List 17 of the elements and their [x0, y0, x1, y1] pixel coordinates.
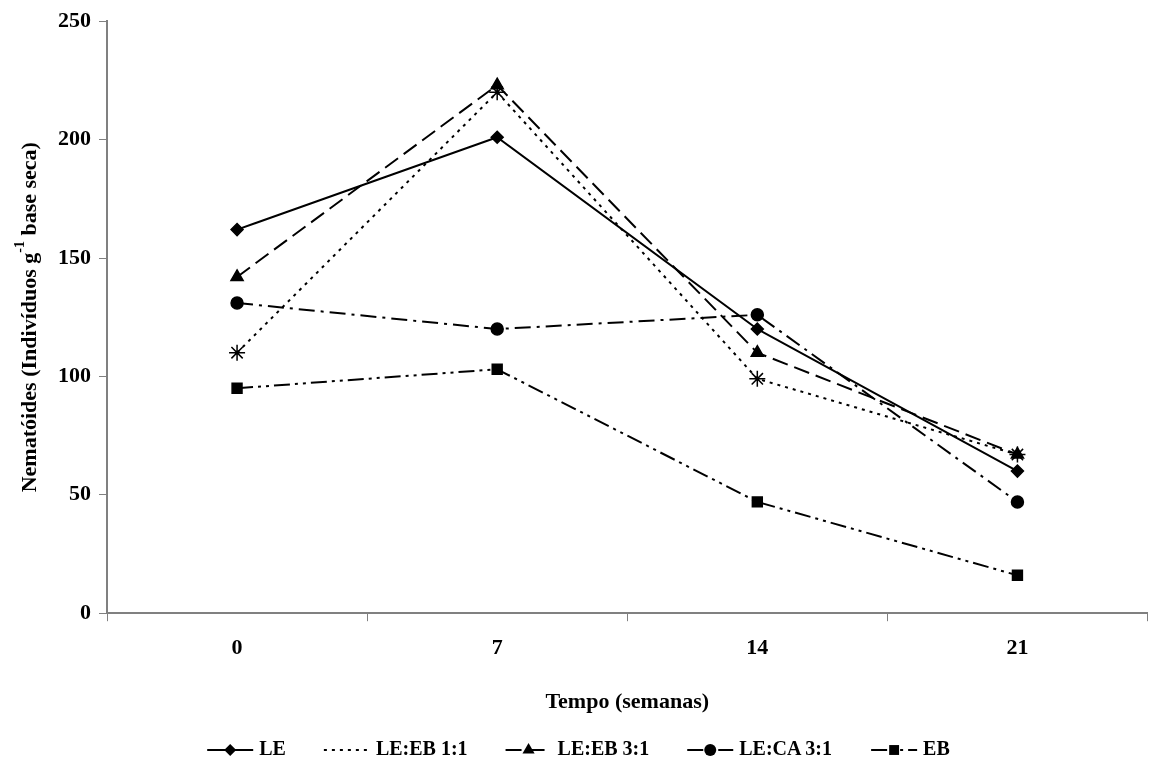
y-tick-label: 150	[58, 243, 91, 269]
legend-label: LE:EB 1:1	[375, 737, 468, 760]
y-tick-label: 50	[69, 480, 91, 506]
legend-label: EB	[923, 737, 950, 760]
x-axis-title: Tempo (semanas)	[545, 688, 710, 714]
x-tick-label: 21	[1006, 634, 1029, 660]
legend-label: LE:EB 3:1	[557, 737, 650, 760]
x-tick-label: 14	[746, 634, 769, 660]
x-tick-label: 0	[231, 634, 243, 660]
legend-label: LE:CA 3:1	[739, 737, 833, 760]
y-axis-title: Nematóides (Indivíduos g-1 base seca)	[11, 142, 41, 493]
legend-label: LE	[259, 737, 286, 760]
y-tick-label: 0	[80, 598, 91, 624]
x-tick-label: 7	[491, 634, 503, 660]
y-tick-label: 250	[58, 6, 91, 32]
y-tick-label: 200	[58, 125, 91, 151]
y-tick-label: 100	[58, 362, 91, 388]
